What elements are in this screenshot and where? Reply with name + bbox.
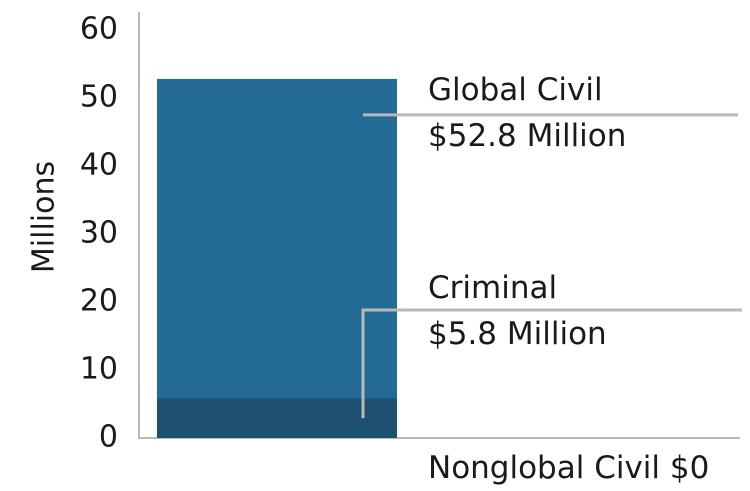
y-tick-labels: 0 10 20 30 40 50 60	[80, 12, 118, 455]
y-tick-label-50: 50	[80, 80, 118, 115]
y-tick-label-20: 20	[80, 284, 118, 319]
nonglobal-civil-label: Nonglobal Civil $0	[428, 450, 709, 486]
bar-segment-global-civil	[157, 78, 397, 439]
criminal-label: Criminal	[428, 270, 557, 306]
y-axis-title: Millions	[27, 161, 62, 273]
y-tick-label-10: 10	[80, 352, 118, 387]
y-tick-label-40: 40	[80, 148, 118, 183]
y-tick-label-30: 30	[80, 216, 118, 251]
global-civil-label: Global Civil	[428, 72, 603, 108]
global-civil-amount: $52.8 Million	[428, 118, 626, 154]
y-tick-label-0: 0	[99, 420, 118, 455]
y-tick-label-60: 60	[80, 12, 118, 47]
leader-line-criminal	[361, 308, 742, 419]
criminal-amount: $5.8 Million	[428, 316, 607, 352]
bar-segment-criminal	[157, 398, 397, 438]
